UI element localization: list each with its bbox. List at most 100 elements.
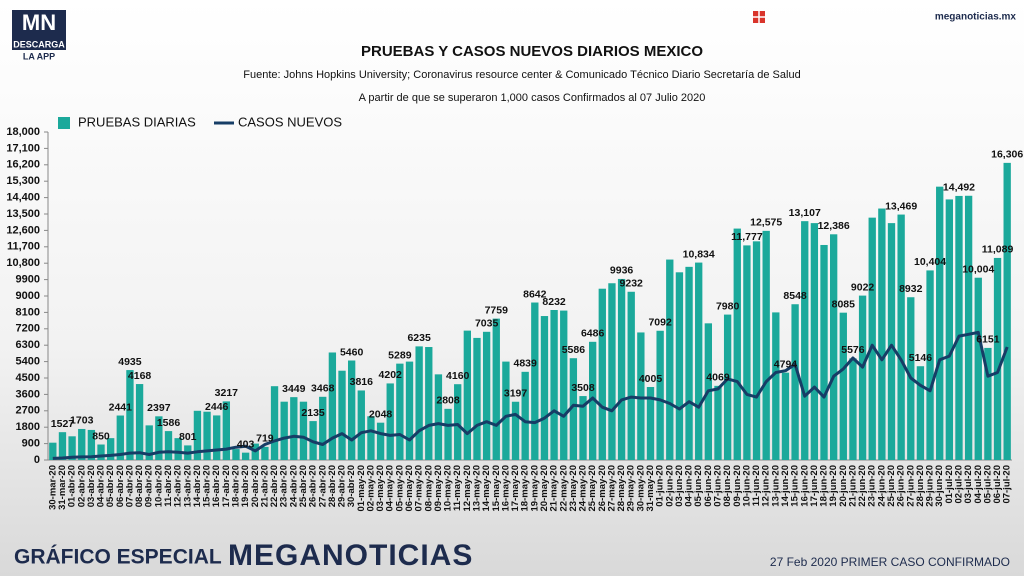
x-tick-label: 01-may-20 [356,465,367,511]
bar [280,401,288,460]
x-tick-label: 12-may-20 [462,465,473,511]
y-tick-label: 0 [34,454,40,466]
footer-left: GRÁFICO ESPECIAL [14,546,222,569]
data-label: 8642 [523,288,547,300]
x-tick-label: 20-abr-20 [250,465,261,507]
bar [897,214,905,460]
x-tick-label: 07-may-20 [414,465,425,511]
x-tick-label: 19-abr-20 [240,465,251,507]
bar [319,396,327,460]
data-label: 6486 [581,328,605,340]
bar [887,223,896,460]
x-tick-label: 15-may-20 [491,465,502,511]
bar [270,386,279,460]
bar [945,199,954,460]
bar [714,385,722,460]
bar [878,208,886,460]
data-label: 850 [92,430,110,442]
y-tick-label: 8100 [16,306,40,318]
bar [68,436,76,460]
x-tick-label: 19-may-20 [529,465,540,511]
legend-label: CASOS NUEVOS [238,114,342,129]
bar [685,266,693,460]
bar [598,288,606,460]
x-tick-label: 16-may-20 [500,465,511,511]
data-label: 719 [256,433,274,445]
data-label: 1703 [70,415,94,427]
data-label: 1527 [51,418,75,430]
x-tick-label: 30-abr-20 [346,465,357,507]
data-label: 801 [179,431,197,443]
data-label: 5460 [340,346,364,358]
data-label: 7980 [716,300,740,312]
data-label: 12,386 [818,220,850,232]
data-label: 7035 [475,318,499,330]
data-label: 2441 [109,401,133,413]
x-tick-label: 03-abr-20 [86,465,97,507]
data-label: 4839 [514,358,538,370]
bar [290,397,298,460]
x-tick-label: 07-jun-20 [712,465,723,507]
x-tick-label: 25-may-20 [587,465,598,511]
bar [936,186,944,460]
bar [492,318,500,460]
data-label: 6235 [407,332,431,344]
data-label: 1586 [157,417,181,429]
x-tick-label: 09-abr-20 [144,465,155,507]
bar [511,401,520,460]
x-tick-label: 08-abr-20 [134,465,145,507]
bar [723,314,732,460]
data-label: 2446 [205,401,229,413]
data-label: 9232 [620,278,644,290]
bar [396,363,404,460]
x-tick-label: 24-jun-20 [876,465,887,507]
data-label: 403 [237,438,255,450]
data-label: 14,492 [943,182,975,194]
bar [531,302,539,460]
bar [926,270,934,460]
bar [49,442,57,460]
x-tick-label: 05-jul-20 [982,465,993,504]
data-label: 8085 [832,298,856,310]
data-label: 4202 [379,369,403,381]
x-tick-label: 25-jun-20 [886,465,897,507]
x-tick-label: 14-jun-20 [780,465,791,507]
x-tick-label: 08-may-20 [423,465,434,511]
x-tick-label: 04-jun-20 [684,465,695,507]
bar [338,370,346,460]
bar [772,312,780,460]
x-tick-label: 24-may-20 [578,465,589,511]
y-tick-label: 1800 [16,421,40,433]
legend-label: PRUEBAS DIARIAS [78,114,196,129]
y-tick-label: 9900 [16,274,40,286]
data-label: 4168 [128,370,152,382]
data-label: 13,107 [789,207,821,219]
x-tick-label: 09-may-20 [433,465,444,511]
x-tick-label: 23-may-20 [568,465,579,511]
data-label: 3197 [504,388,528,400]
x-tick-label: 30-may-20 [635,465,646,511]
x-tick-label: 14-may-20 [481,465,492,511]
bar [425,347,433,460]
x-tick-label: 02-jul-20 [953,465,964,504]
data-label: 7759 [485,304,509,316]
x-tick-label: 28-abr-20 [327,465,338,507]
data-label: 2808 [436,395,460,407]
x-tick-label: 06-jul-20 [992,465,1003,504]
bar [916,366,925,460]
y-tick-label: 14,400 [6,192,40,204]
y-tick-label: 10,800 [6,257,40,269]
x-tick-label: 01-abr-20 [67,465,78,507]
data-label: 4069 [706,372,730,384]
x-tick-label: 01-jun-20 [655,465,666,507]
x-tick-label: 24-abr-20 [288,465,299,507]
x-tick-label: 10-abr-20 [153,465,164,507]
x-tick-label: 12-jun-20 [761,465,772,507]
data-label: 10,404 [914,256,946,268]
bar [78,428,86,460]
bar [174,438,182,460]
bar [743,245,751,460]
x-tick-label: 23-jun-20 [867,465,878,507]
x-tick-label: 29-jun-20 [925,465,936,507]
x-tick-label: 15-abr-20 [202,465,213,507]
